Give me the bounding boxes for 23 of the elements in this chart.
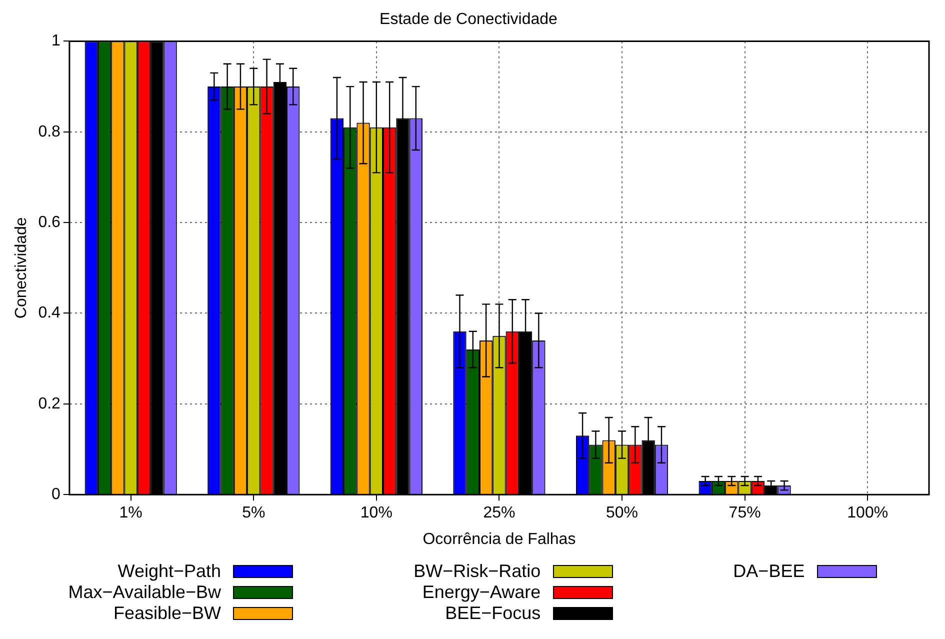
x-axis-title: Ocorrência de Falhas xyxy=(422,530,576,548)
x-tick-label: 75% xyxy=(728,504,761,522)
y-tick-label: 0.8 xyxy=(38,123,61,140)
y-axis-title: Conectividade xyxy=(13,217,30,319)
chart-title: Estade de Conectividade xyxy=(380,11,558,28)
legend-label: Feasible−BW xyxy=(113,603,222,624)
legend-label: BW−Risk−Ratio xyxy=(414,561,541,582)
x-tick-label: 100% xyxy=(847,504,888,522)
legend-label: Max−Available−Bw xyxy=(68,582,222,603)
y-tick-label: 0.4 xyxy=(38,304,61,322)
y-tick-label: 1 xyxy=(52,32,61,50)
x-tick-label: 10% xyxy=(360,504,392,522)
legend-label: Weight−Path xyxy=(118,561,222,582)
x-tick-label: 5% xyxy=(242,504,266,522)
y-tick-label: 0.6 xyxy=(38,214,61,231)
y-tick-label: 0.2 xyxy=(38,395,61,412)
x-tick-label: 50% xyxy=(606,504,638,522)
y-tick-label: 0 xyxy=(52,486,61,504)
legend-label: BEE−Focus xyxy=(445,603,541,624)
legend-label: Energy−Aware xyxy=(422,582,541,603)
x-tick-label: 25% xyxy=(483,504,516,522)
legend-label: DA−BEE xyxy=(733,561,805,582)
x-tick-label: 1% xyxy=(119,504,142,522)
